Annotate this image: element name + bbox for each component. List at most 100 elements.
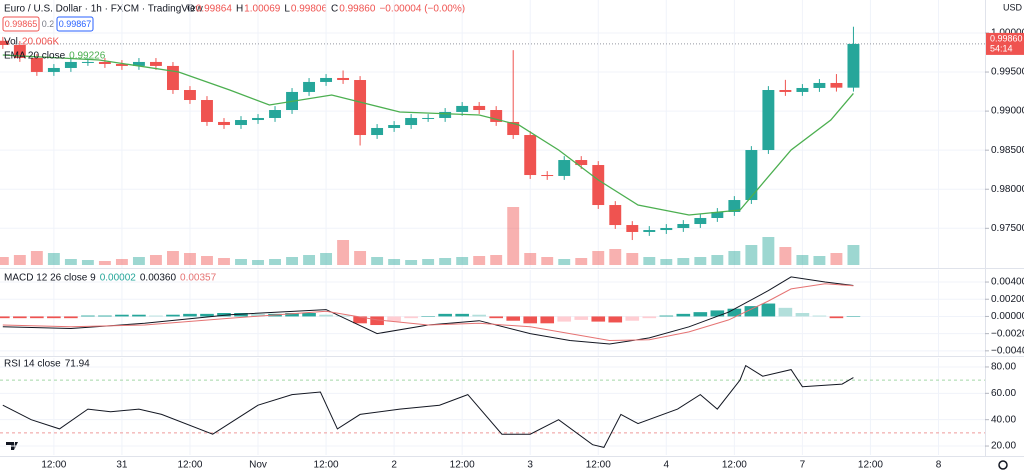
candle-body bbox=[30, 57, 43, 72]
candle-body bbox=[439, 111, 452, 118]
ohlc-label: H bbox=[236, 4, 243, 15]
candle-body bbox=[13, 45, 26, 58]
histogram-bar bbox=[30, 316, 44, 319]
histogram-bar bbox=[693, 312, 708, 317]
candle-body bbox=[694, 217, 707, 225]
volume-bar bbox=[30, 251, 43, 265]
y-tick-label: 0.98500 bbox=[991, 145, 1024, 156]
candle-body bbox=[490, 110, 503, 122]
x-tick-label: 3 bbox=[527, 460, 533, 471]
buy-price[interactable]: 0.99867 bbox=[59, 19, 92, 29]
y-tick-label: 0.00200 bbox=[991, 294, 1024, 305]
ohlc-label: O bbox=[187, 4, 195, 15]
candle-body bbox=[813, 82, 826, 88]
histogram-bar bbox=[370, 316, 384, 326]
volume-bar bbox=[422, 259, 435, 265]
ohlc-label: L bbox=[284, 4, 290, 15]
volume-bar bbox=[439, 258, 452, 265]
histogram-bar bbox=[540, 316, 555, 324]
histogram-bar bbox=[846, 316, 861, 317]
volume-bar bbox=[609, 249, 622, 265]
sell-price[interactable]: 0.99865 bbox=[5, 19, 38, 29]
y-tick-label: 0.97500 bbox=[991, 223, 1024, 234]
volume-bar bbox=[98, 261, 111, 265]
volume-bar bbox=[541, 257, 554, 265]
histogram-bar bbox=[13, 316, 27, 319]
candle-body bbox=[422, 117, 435, 119]
volume-bar bbox=[47, 253, 60, 265]
candle-body bbox=[660, 227, 673, 231]
volume-bar bbox=[371, 257, 384, 265]
volume-bar bbox=[626, 253, 639, 265]
histogram-bar bbox=[421, 316, 435, 317]
candle-body bbox=[524, 135, 537, 176]
y-tick-label: 0.00000 bbox=[991, 311, 1024, 322]
candle-body bbox=[677, 224, 690, 228]
candle-body bbox=[592, 165, 605, 206]
histogram-bar bbox=[778, 307, 793, 317]
volume-bar bbox=[337, 240, 350, 265]
sell-button[interactable] bbox=[2, 16, 40, 32]
volume-bar bbox=[694, 257, 707, 265]
x-tick-label: 12:00 bbox=[177, 460, 202, 471]
histogram-bar bbox=[710, 310, 725, 317]
legend-name: EMA 20 close bbox=[4, 51, 66, 62]
histogram-bar bbox=[132, 314, 146, 317]
volume-bar bbox=[184, 253, 196, 265]
ohlc-label: C bbox=[331, 4, 338, 15]
x-tick-label: 7 bbox=[800, 460, 806, 471]
macd-line bbox=[2, 276, 854, 345]
histogram-bar bbox=[115, 314, 129, 317]
candle-body bbox=[47, 67, 60, 72]
volume-bar bbox=[677, 258, 690, 265]
volume-bar bbox=[405, 260, 418, 265]
candle-body bbox=[115, 63, 128, 66]
y-tick-label: −0.00400 bbox=[991, 345, 1024, 356]
candle-body bbox=[847, 43, 860, 88]
settings-icon[interactable] bbox=[998, 460, 1008, 470]
volume-bar bbox=[524, 253, 537, 265]
histogram-bar bbox=[438, 313, 452, 317]
candle-body bbox=[167, 65, 179, 91]
histogram-bar bbox=[149, 315, 163, 317]
volume-bar bbox=[456, 257, 469, 265]
y-tick-label: −0.00200 bbox=[991, 328, 1024, 339]
volume-bar bbox=[558, 259, 571, 265]
histogram-bar bbox=[659, 315, 674, 317]
histogram-bar bbox=[234, 313, 248, 317]
volume-bar bbox=[660, 259, 673, 265]
histogram-bar bbox=[812, 315, 827, 317]
candle-body bbox=[830, 82, 843, 88]
candle-body bbox=[796, 87, 809, 92]
last-price-tag bbox=[986, 32, 1024, 55]
histogram-bar bbox=[336, 315, 350, 317]
y-tick-label: 0.98000 bbox=[991, 184, 1024, 195]
candle-body bbox=[0, 40, 9, 46]
histogram-bar bbox=[404, 316, 418, 319]
x-tick-label: 12:00 bbox=[858, 460, 883, 471]
histogram-bar bbox=[727, 308, 742, 317]
buy-button[interactable] bbox=[56, 16, 94, 32]
volume-bar bbox=[303, 255, 316, 265]
histogram-bar bbox=[0, 316, 10, 319]
ohlc-value: 0.99864 bbox=[196, 4, 233, 15]
volume-bar bbox=[235, 259, 247, 265]
histogram-bar bbox=[523, 316, 538, 324]
histogram-bar bbox=[489, 316, 503, 319]
volume-bar bbox=[796, 255, 809, 265]
candle-body bbox=[149, 61, 162, 66]
volume-bar bbox=[388, 259, 401, 265]
volume-bar bbox=[115, 259, 128, 265]
x-tick-label: 8 bbox=[936, 460, 942, 471]
candle-body bbox=[337, 77, 350, 81]
candle-body bbox=[728, 200, 741, 212]
histogram-bar bbox=[64, 316, 78, 319]
candle-body bbox=[609, 205, 622, 226]
volume-bar bbox=[81, 260, 94, 265]
change: −0.00004 (−0.00%) bbox=[379, 4, 465, 15]
candle-body bbox=[507, 121, 520, 136]
volume-bar bbox=[728, 251, 741, 265]
volume-bar bbox=[252, 260, 264, 265]
candle-body bbox=[98, 61, 111, 64]
